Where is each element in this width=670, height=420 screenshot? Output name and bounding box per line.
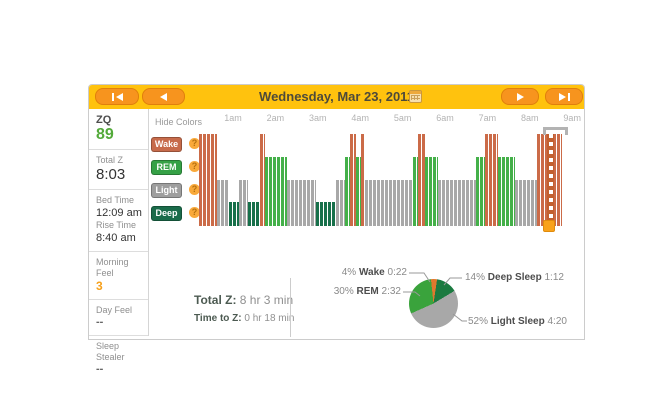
axis-label: 1am: [224, 113, 242, 123]
axis-label: 2am: [266, 113, 285, 123]
selection-marker[interactable]: [547, 134, 554, 226]
pie-label-rem: 30% REM 2:32: [333, 286, 401, 297]
hypnogram-segment-light: [286, 180, 317, 226]
axis-label: 8am: [521, 113, 539, 123]
help-icon[interactable]: ?: [189, 138, 200, 149]
time-to-z-line: Time to Z: 0 hr 18 min: [194, 313, 294, 324]
axis-label: 5am: [393, 113, 412, 123]
hypnogram-segment-wake: [360, 134, 365, 226]
stat-label: Morning Feel: [96, 257, 129, 278]
hypnogram-segment-light: [515, 180, 538, 226]
pie-label-wake: 4% Wake 0:22: [341, 267, 407, 278]
stats-sidebar: ZQ 89 Total Z 8:03 Bed Time 12:09 am Rise Time…: [89, 109, 149, 375]
stat-value: --: [96, 316, 104, 328]
hypnogram-segment-rem: [497, 157, 516, 226]
time-to-z-label: Time to Z:: [194, 313, 242, 324]
hypnogram-segment-rem: [425, 157, 438, 226]
help-icon[interactable]: ?: [189, 207, 200, 218]
hypnogram-segment-wake: [199, 134, 217, 226]
hypnogram-segment-wake: [350, 134, 356, 226]
total-z-label: Total Z:: [194, 293, 237, 307]
stat-label: Day Feel: [96, 305, 133, 315]
total-z-value: 8 hr 3 min: [236, 293, 294, 307]
sidebar-section: Bed Time 12:09 am Rise Time 8:40 am: [89, 190, 148, 252]
stat-label: Sleep Stealer: [96, 341, 125, 362]
legend-chip-deep[interactable]: Deep: [151, 206, 182, 221]
main-window: Wednesday, Mar 23, 2011 ZQ 89 Total Z 8:03 B…: [88, 84, 585, 375]
axis-label: 4am: [351, 113, 369, 123]
hypnogram-segment-wake: [260, 134, 265, 226]
hypnogram-segment-wake: [417, 134, 425, 226]
titlebar: Wednesday, Mar 23, 2011: [89, 85, 584, 109]
stat-value: 3: [96, 279, 103, 293]
hypnogram-segment-rem: [345, 157, 351, 226]
calendar-icon[interactable]: [409, 90, 422, 103]
hypnogram-segment-light: [336, 180, 346, 226]
legend-chip-rem[interactable]: REM: [151, 160, 182, 175]
hypnogram-chart: [199, 134, 567, 226]
first-day-button[interactable]: [95, 88, 139, 105]
legend-chip-wake[interactable]: Wake: [151, 137, 182, 152]
hypnogram-segment-deep: [229, 202, 239, 226]
stat-label: ZQ: [96, 114, 112, 126]
hypnogram-segment-light: [364, 180, 413, 226]
pie-label-light: 52% Light Sleep 4:20: [468, 316, 567, 327]
sleep-totals: Total Z: 8 hr 3 min Time to Z: 0 hr 18 m…: [194, 293, 294, 324]
previous-day-button[interactable]: [142, 88, 185, 105]
help-icon[interactable]: ?: [189, 161, 200, 172]
stat-label: Rise Time: [96, 220, 137, 230]
skip-end-icon: [567, 92, 570, 101]
axis-label: 6am: [436, 113, 454, 123]
hypnogram-segment-deep: [316, 202, 337, 226]
stat-value: 8:03: [96, 166, 126, 183]
stat-value: --: [96, 363, 104, 375]
time-to-z-value: 0 hr 18 min: [241, 313, 295, 324]
hide-colors-label: Hide Colors: [155, 117, 203, 127]
selection-bracket: [543, 127, 568, 135]
next-day-button[interactable]: [501, 88, 539, 105]
legend-chip-light[interactable]: Light: [151, 183, 182, 198]
time-axis: 1am 2am 3am 4am 5am 6am 7am 8am 9am: [89, 109, 584, 123]
arrow-left-icon: [115, 92, 123, 101]
last-day-button[interactable]: [545, 88, 583, 105]
axis-label: 9am: [563, 113, 581, 123]
skip-start-icon: [111, 92, 114, 101]
arrow-left-icon: [160, 92, 167, 101]
hypnogram-segment-light: [437, 180, 476, 226]
hypnogram-segment-wake: [485, 134, 498, 226]
hypnogram-segment-light: [238, 180, 249, 226]
pie-label-deep: 14% Deep Sleep 1:12: [465, 272, 564, 283]
sidebar-section: Total Z 8:03: [89, 150, 148, 190]
selection-handle[interactable]: [543, 220, 555, 232]
sidebar-section: Day Feel --: [89, 300, 148, 336]
hypnogram-segment-rem: [475, 157, 486, 226]
selection-dashes-icon: [548, 134, 553, 226]
stat-label: Total Z: [96, 155, 124, 165]
stat-value: 89: [96, 126, 114, 143]
hypnogram-segment-rem: [355, 157, 361, 226]
hypnogram-segment-rem: [264, 157, 287, 226]
sidebar-section: ZQ 89: [89, 109, 148, 150]
hypnogram-segment-rem: [413, 157, 418, 226]
total-z-line: Total Z: 8 hr 3 min: [194, 293, 293, 307]
sidebar-section: Morning Feel 3: [89, 252, 148, 300]
stat-label: Bed Time: [96, 195, 135, 205]
sleep-pie-chart: [409, 279, 458, 328]
stat-value: 12:09 am: [96, 207, 142, 219]
help-icon[interactable]: ?: [189, 184, 200, 195]
arrow-right-icon: [558, 92, 566, 101]
axis-label: 3am: [309, 113, 327, 123]
axis-label: 7am: [478, 113, 497, 123]
arrow-right-icon: [516, 92, 524, 101]
date-title: Wednesday, Mar 23, 2011: [259, 89, 414, 104]
summary-divider: [290, 278, 291, 337]
hypnogram-segment-deep: [248, 202, 261, 226]
hypnogram-segment-light: [216, 180, 230, 226]
sidebar-section: Sleep Stealer --: [89, 336, 148, 382]
stat-value: 8:40 am: [96, 232, 136, 244]
